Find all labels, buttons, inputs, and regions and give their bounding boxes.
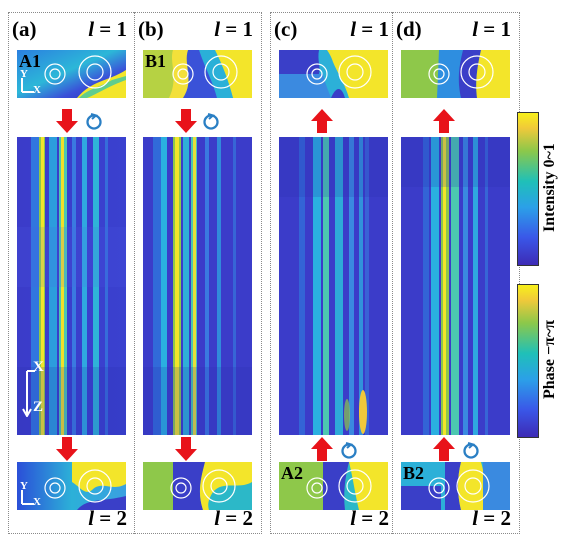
intensity-map bbox=[279, 137, 388, 435]
panel-label: (b) bbox=[138, 17, 164, 41]
top-order-label: l = 1 bbox=[350, 17, 389, 41]
up-arrow-icon bbox=[311, 109, 333, 133]
axis-arrows-main-icon bbox=[22, 370, 35, 417]
bottom-order-label: l = 2 bbox=[350, 506, 389, 530]
panel-b: (b) l = 1 B1 bbox=[134, 12, 262, 534]
top-map-id: A1 bbox=[19, 51, 41, 71]
down-arrow-icon bbox=[56, 437, 78, 461]
down-arrow-icon bbox=[56, 109, 78, 133]
top-order-label: l = 1 bbox=[88, 17, 127, 41]
top-phase-map bbox=[401, 50, 510, 98]
top-phase-map: A1 Y X bbox=[17, 50, 126, 98]
axis-y-label: Y bbox=[20, 480, 28, 492]
intensity-colorbar-label: Intensity 0~1 bbox=[541, 143, 558, 233]
vortex-icon bbox=[463, 442, 479, 459]
panel-a: (a) l = 1 A1 Y X bbox=[8, 12, 136, 534]
panel-label: (c) bbox=[274, 17, 298, 41]
intensity-colorbar bbox=[517, 112, 539, 266]
vortex-icon bbox=[86, 113, 102, 130]
panel-label: (d) bbox=[396, 17, 422, 41]
bottom-order-label: l = 2 bbox=[214, 506, 253, 530]
bottom-phase-map: A2 bbox=[279, 462, 388, 510]
bottom-order-label: l = 2 bbox=[472, 506, 511, 530]
top-order-label: l = 1 bbox=[472, 17, 511, 41]
top-phase-map bbox=[279, 50, 388, 98]
bottom-map-id: B2 bbox=[403, 463, 425, 483]
down-arrow-icon bbox=[175, 109, 197, 133]
intensity-map: X Z bbox=[17, 137, 126, 435]
axis-y-label: Y bbox=[20, 68, 28, 80]
bottom-map-id: A2 bbox=[281, 463, 303, 483]
phase-colorbar-label: Phase −π~π bbox=[541, 320, 558, 400]
panel-c: (c) l = 1 bbox=[270, 12, 398, 534]
top-phase-map: B1 bbox=[143, 50, 252, 98]
axis-x-label: X bbox=[33, 84, 41, 96]
intensity-map bbox=[401, 137, 510, 435]
panel-d: (d) l = 1 bbox=[392, 12, 520, 534]
axis-arrows-icon bbox=[21, 78, 34, 93]
vortex-icon bbox=[203, 113, 219, 130]
panel-label: (a) bbox=[12, 17, 37, 41]
bottom-phase-map bbox=[143, 462, 252, 510]
down-arrow-icon bbox=[175, 437, 197, 461]
up-arrow-icon bbox=[311, 437, 333, 461]
top-order-label: l = 1 bbox=[214, 17, 253, 41]
bottom-phase-map: Y X bbox=[17, 462, 126, 510]
up-arrow-icon bbox=[433, 109, 455, 133]
phase-colorbar bbox=[517, 284, 539, 438]
axis-z-label-main: Z bbox=[33, 399, 44, 415]
axis-x-label: X bbox=[33, 496, 41, 508]
bottom-phase-map: B2 bbox=[401, 462, 510, 510]
intensity-map bbox=[143, 137, 252, 435]
axis-arrows-icon bbox=[21, 490, 34, 505]
axis-x-label-main: X bbox=[33, 359, 44, 375]
top-map-id: B1 bbox=[145, 51, 167, 71]
vortex-icon bbox=[341, 442, 357, 459]
bottom-order-label: l = 2 bbox=[88, 506, 127, 530]
up-arrow-icon bbox=[433, 437, 455, 461]
